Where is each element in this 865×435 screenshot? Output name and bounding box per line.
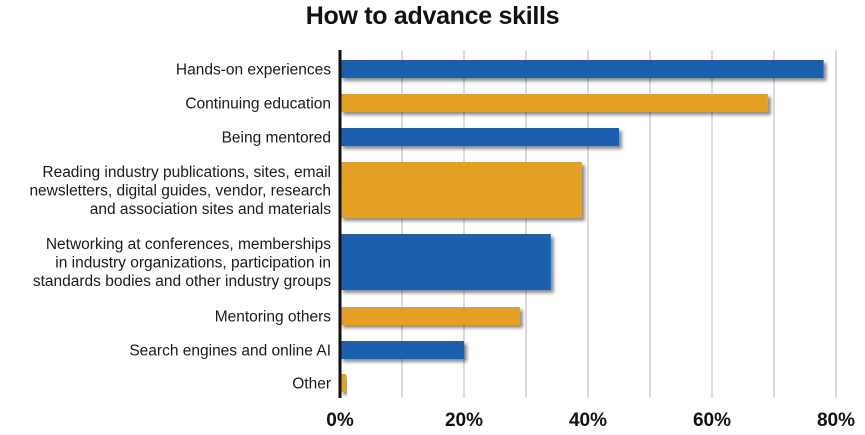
x-tick-labels: 0% 20% 40% 60% 80% bbox=[326, 410, 855, 431]
category-labels: Hands-on experiences Continuing education… bbox=[29, 62, 331, 393]
bar-6 bbox=[340, 341, 464, 359]
bars bbox=[340, 60, 824, 392]
bar-4 bbox=[340, 234, 551, 290]
bar-2 bbox=[340, 128, 619, 146]
x-tick-label: 0% bbox=[326, 410, 354, 431]
category-label: Search engines and online AI bbox=[129, 343, 331, 360]
category-label: Hands-on experiences bbox=[176, 62, 331, 79]
bar-5 bbox=[340, 307, 520, 325]
x-tick-label: 60% bbox=[693, 410, 731, 431]
category-label: Mentoring others bbox=[215, 309, 332, 326]
x-tick-label: 80% bbox=[817, 410, 855, 431]
bar-3 bbox=[340, 162, 582, 218]
chart-title: How to advance skills bbox=[305, 2, 560, 30]
category-label: Being mentored bbox=[222, 130, 331, 147]
bar-1 bbox=[340, 94, 768, 112]
x-tick-label: 40% bbox=[569, 410, 607, 431]
category-label: Other bbox=[292, 376, 331, 393]
category-label: Networking at conferences, memberships in… bbox=[33, 236, 331, 290]
category-label: Reading industry publications, sites, em… bbox=[29, 164, 331, 218]
category-label: Continuing education bbox=[185, 96, 331, 113]
bar-7 bbox=[340, 374, 347, 392]
x-tick-label: 20% bbox=[445, 410, 483, 431]
bar-0 bbox=[340, 60, 824, 78]
